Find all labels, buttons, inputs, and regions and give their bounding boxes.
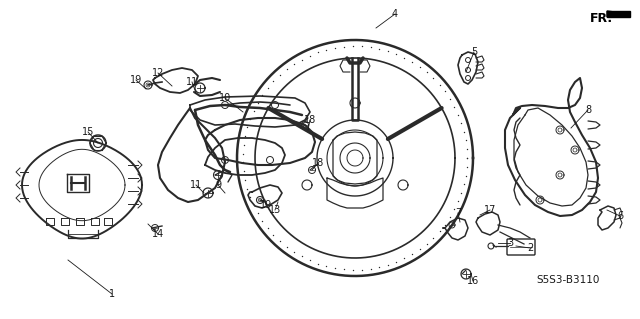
Text: 3: 3 xyxy=(507,238,513,248)
Text: 18: 18 xyxy=(312,158,324,168)
Text: 1: 1 xyxy=(109,289,115,299)
Text: 9: 9 xyxy=(215,180,221,190)
Text: 16: 16 xyxy=(467,276,479,286)
Text: 8: 8 xyxy=(585,105,591,115)
Text: 19: 19 xyxy=(260,200,272,210)
Text: 7: 7 xyxy=(455,208,461,218)
Text: 5: 5 xyxy=(471,47,477,57)
Text: S5S3-B3110: S5S3-B3110 xyxy=(536,275,600,285)
Polygon shape xyxy=(607,11,630,17)
Text: 17: 17 xyxy=(484,205,496,215)
Text: 10: 10 xyxy=(219,93,231,103)
Text: 11: 11 xyxy=(186,77,198,87)
Text: 15: 15 xyxy=(82,127,94,137)
Text: 18: 18 xyxy=(304,115,316,125)
Text: FR.: FR. xyxy=(590,11,613,25)
Text: 11: 11 xyxy=(190,180,202,190)
Text: 6: 6 xyxy=(617,211,623,221)
Text: 12: 12 xyxy=(152,68,164,78)
Text: 13: 13 xyxy=(269,205,281,215)
Text: 4: 4 xyxy=(392,9,398,19)
Text: 2: 2 xyxy=(527,243,533,253)
Text: 14: 14 xyxy=(152,229,164,239)
Text: 19: 19 xyxy=(130,75,142,85)
Polygon shape xyxy=(607,11,630,17)
